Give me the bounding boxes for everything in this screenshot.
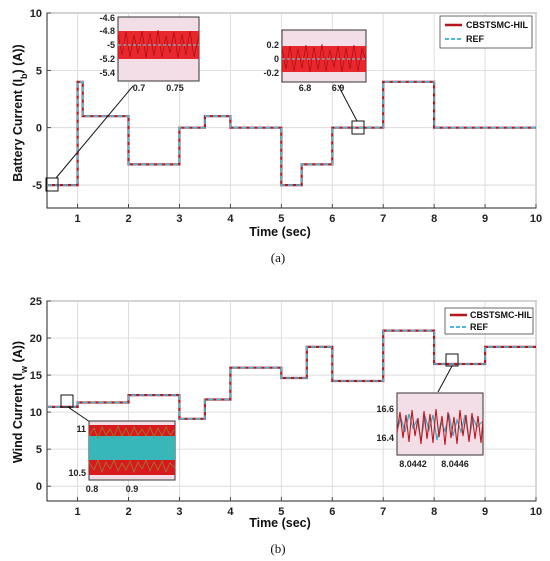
x-tick-label: 2 xyxy=(125,213,131,225)
y-tick-label: 10 xyxy=(30,8,42,20)
y-tick-label: 0 xyxy=(36,481,42,493)
inset-xtick: 0.75 xyxy=(166,83,184,93)
y-tick-label: 5 xyxy=(36,444,42,456)
x-tick-label: 4 xyxy=(227,506,234,518)
legend-label-ref: REF xyxy=(466,34,485,44)
y-tick-label: 10 xyxy=(30,407,42,419)
callout-arrow-1 xyxy=(55,85,134,179)
y-axis-label-main: Wind Current (I xyxy=(11,373,25,463)
x-tick-label: 1 xyxy=(75,213,81,225)
x-tick-label: 8 xyxy=(431,213,437,225)
x-axis-label: Time (sec) xyxy=(249,516,311,530)
y-tick-label: 15 xyxy=(30,370,42,382)
inset-zoom-1: -4.6 -4.8 -5 -5.2 -5.4 0.7 0.75 xyxy=(99,13,200,93)
x-tick-label: 2 xyxy=(125,506,131,518)
x-tick-label: 4 xyxy=(227,213,234,225)
inset-ytick: -5.2 xyxy=(99,54,115,64)
inset-ytick: 11 xyxy=(76,424,86,434)
inset-xtick: 0.7 xyxy=(133,83,146,93)
inset-noise-band-cyan xyxy=(89,436,175,460)
x-tick-label: 7 xyxy=(380,506,386,518)
x-tick-label: 10 xyxy=(530,213,542,225)
x-tick-label: 9 xyxy=(482,213,488,225)
y-tick-label: -5 xyxy=(32,180,42,192)
ref-series-line xyxy=(47,329,536,420)
legend-label-hil: CBSTSMC-HIL xyxy=(466,20,528,30)
battery-current-chart: -5 0 5 10 1 2 3 4 5 6 7 8 9 10 Battery Current (Ib) … xyxy=(11,8,542,265)
inset-noise-trace xyxy=(281,43,367,73)
inset-xtick: 6.8 xyxy=(299,83,312,93)
zoom-marker-1 xyxy=(60,394,74,408)
inset-noise-trace xyxy=(88,425,176,439)
zoom-marker-1 xyxy=(45,177,59,192)
inset-noise-trace xyxy=(117,29,200,59)
y-tick-label: 25 xyxy=(30,296,42,308)
inset-ytick: -5.4 xyxy=(99,68,115,78)
inset-zoom-2: 16.6 16.4 8.0442 8.0446 xyxy=(376,392,484,469)
legend: CBSTSMC-HIL REF xyxy=(444,307,534,335)
caption-a: (a) xyxy=(271,250,285,265)
inset-xtick: 0.8 xyxy=(86,484,99,494)
inset-zoom-2: 0.2 0 -0.2 6.8 6.9 xyxy=(263,29,367,93)
y-axis-label-end: (A)) xyxy=(11,341,25,366)
inset-xtick: 8.0446 xyxy=(441,459,469,469)
inset-hil-trace xyxy=(396,408,484,446)
x-tick-label: 1 xyxy=(75,506,81,518)
inset-ytick: -4.8 xyxy=(99,26,115,36)
callout-arrow-1 xyxy=(67,406,91,423)
x-tick-label: 8 xyxy=(431,506,437,518)
y-tick-label: 20 xyxy=(30,333,42,345)
callout-arrow-2 xyxy=(337,84,358,122)
y-axis-label-sub: w xyxy=(19,365,29,374)
inset-ytick: -0.2 xyxy=(263,68,279,78)
x-tick-label: 3 xyxy=(176,213,182,225)
ref-series-line xyxy=(47,81,536,186)
x-tick-label: 7 xyxy=(380,213,386,225)
y-tick-label: 0 xyxy=(36,123,42,135)
y-axis-label-end: ) (A)) xyxy=(11,44,25,73)
x-tick-label: 5 xyxy=(278,213,284,225)
legend-label-ref: REF xyxy=(470,322,489,332)
y-axis-label-main: Battery Current (I xyxy=(11,79,25,182)
zoom-marker-2 xyxy=(351,120,365,135)
inset-zoom-1: 11 10.5 0.8 0.9 xyxy=(68,420,176,494)
caption-b: (b) xyxy=(270,541,285,556)
y-axis-label-sub: b xyxy=(19,73,29,79)
inset-xtick: 6.9 xyxy=(332,83,345,93)
inset-xtick: 8.0442 xyxy=(399,459,427,469)
inset-ytick: 0 xyxy=(274,54,279,64)
inset-xtick: 0.9 xyxy=(126,484,139,494)
x-tick-label: 6 xyxy=(329,506,335,518)
inset-ytick: 16.4 xyxy=(376,433,394,443)
x-tick-label: 3 xyxy=(176,506,182,518)
inset-ytick: -4.6 xyxy=(99,13,115,23)
wind-current-chart: 0 5 10 15 20 25 1 2 3 4 5 6 7 8 9 10 Wind Current (Iw … xyxy=(11,296,542,556)
inset-ytick: 16.6 xyxy=(376,404,394,414)
x-tick-label: 9 xyxy=(482,506,488,518)
legend-label-hil: CBSTSMC-HIL xyxy=(470,310,532,320)
y-axis-label: Battery Current (Ib) (A)) xyxy=(11,44,29,181)
x-tick-label: 6 xyxy=(329,213,335,225)
inset-ytick: -5 xyxy=(107,40,115,50)
legend: CBSTSMC-HIL REF xyxy=(439,15,533,49)
y-tick-label: 5 xyxy=(36,65,42,77)
inset-noise-trace xyxy=(88,458,176,474)
callout-arrow-2 xyxy=(437,365,453,393)
y-axis-label: Wind Current (Iw (A)) xyxy=(11,341,29,463)
inset-ytick: 10.5 xyxy=(68,468,86,478)
x-tick-label: 10 xyxy=(530,506,542,518)
x-axis-label: Time (sec) xyxy=(249,225,311,239)
x-tick-label: 5 xyxy=(278,506,284,518)
inset-ytick: 0.2 xyxy=(266,40,279,50)
